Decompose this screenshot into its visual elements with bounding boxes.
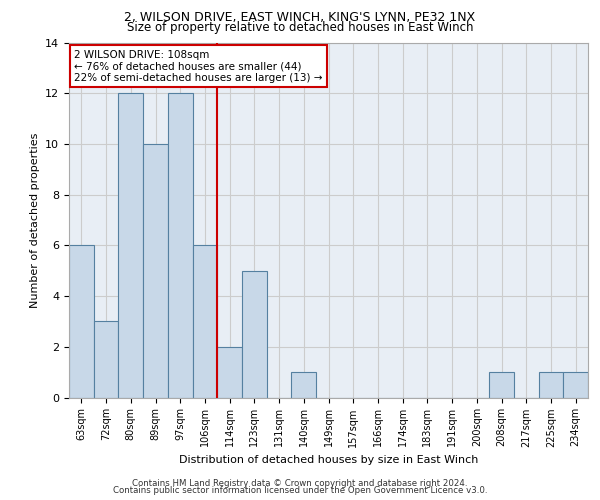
Bar [118,93,143,398]
Bar [217,347,242,398]
Text: 2 WILSON DRIVE: 108sqm
← 76% of detached houses are smaller (44)
22% of semi-det: 2 WILSON DRIVE: 108sqm ← 76% of detached… [74,50,323,83]
Bar [168,93,193,398]
Bar [563,372,588,398]
Bar [94,322,118,398]
X-axis label: Distribution of detached houses by size in East Winch: Distribution of detached houses by size … [179,455,478,465]
Text: Size of property relative to detached houses in East Winch: Size of property relative to detached ho… [127,21,473,34]
Bar [143,144,168,398]
Bar [193,246,217,398]
Bar [242,270,267,398]
Text: Contains HM Land Registry data © Crown copyright and database right 2024.: Contains HM Land Registry data © Crown c… [132,478,468,488]
Text: Contains public sector information licensed under the Open Government Licence v3: Contains public sector information licen… [113,486,487,495]
Bar [539,372,563,398]
Bar [489,372,514,398]
Bar [292,372,316,398]
Bar [69,246,94,398]
Y-axis label: Number of detached properties: Number of detached properties [29,132,40,308]
Text: 2, WILSON DRIVE, EAST WINCH, KING'S LYNN, PE32 1NX: 2, WILSON DRIVE, EAST WINCH, KING'S LYNN… [124,11,476,24]
